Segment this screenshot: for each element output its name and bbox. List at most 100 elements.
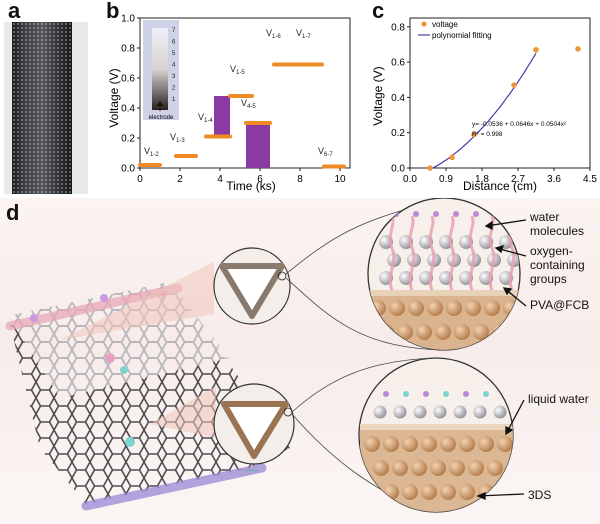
chart-b-ylabel: Voltage (V) bbox=[107, 68, 121, 127]
chart-b: 0.0 0.2 0.4 0.6 0.8 1.0 0 2 4 6 8 10 V1-2 V1-3 V1-… bbox=[107, 14, 351, 193]
fcb-particle bbox=[459, 436, 475, 452]
fcb-particle bbox=[411, 460, 427, 476]
inset-number-3: 3 bbox=[172, 74, 176, 80]
chart-b-inset: 7 6 5 4 3 2 1 electrode bbox=[143, 20, 179, 121]
fcb-particle bbox=[370, 300, 386, 316]
polymer-chain bbox=[408, 215, 416, 291]
fcb-particle bbox=[389, 300, 405, 316]
water-molecule-icon bbox=[413, 211, 419, 217]
fcb-particle bbox=[416, 324, 432, 340]
water-droplet-icon bbox=[105, 353, 115, 363]
chart-c-xtick-label: 1.8 bbox=[475, 174, 489, 185]
fcb-particle bbox=[446, 300, 462, 316]
chart-c-equation: y= -0.0536 + 0.0646x + 0.0504x² bbox=[472, 121, 567, 128]
label-oxygen-groups: oxygen-containing groups bbox=[530, 244, 585, 286]
chart-c-point bbox=[471, 131, 477, 138]
chart-c-point bbox=[511, 82, 517, 88]
panel-a-letter: a bbox=[8, 0, 21, 23]
chart-c-legend: voltage polynomial fitting bbox=[418, 20, 492, 40]
chart-c-ytick-label: 0.8 bbox=[391, 22, 405, 33]
oxygen-group-sphere bbox=[473, 405, 487, 419]
arrow-head-icon bbox=[502, 287, 513, 296]
water-molecule-icon bbox=[513, 211, 519, 217]
water-molecule-icon bbox=[503, 391, 509, 397]
label-3ds: 3DS bbox=[528, 488, 552, 502]
arrow-head-icon bbox=[505, 425, 514, 436]
fcb-particle bbox=[440, 436, 456, 452]
chart-c-ytick-label: 0.4 bbox=[391, 93, 405, 104]
fcb-particle bbox=[421, 484, 437, 500]
chart-b-xtick-label: 8 bbox=[297, 174, 303, 185]
water-droplet-icon bbox=[100, 294, 108, 302]
arrow-head-icon bbox=[494, 245, 505, 254]
lower-molecular-view bbox=[358, 357, 514, 513]
label-pva-fcb: PVA@FCB bbox=[530, 298, 590, 312]
label-v1-7: V1-7 bbox=[296, 28, 311, 40]
fcb-particle bbox=[440, 484, 456, 500]
polymer-chain bbox=[448, 215, 456, 291]
inset-number-2: 2 bbox=[172, 86, 176, 92]
upper-zoom-cone bbox=[60, 262, 214, 340]
panel-c-letter: c bbox=[372, 0, 385, 23]
upper-link-line bbox=[285, 277, 445, 351]
upper-fiber-zoom bbox=[213, 247, 291, 325]
label-v1-3: V1-3 bbox=[170, 132, 185, 144]
chart-c-xtick-label: 2.7 bbox=[511, 174, 525, 185]
label-v4-5: V4-5 bbox=[241, 98, 256, 110]
label-v1-6: V1-6 bbox=[266, 28, 281, 40]
label-water-molecules: water molecules bbox=[530, 210, 585, 238]
fcb-particle bbox=[392, 460, 408, 476]
fcb-particle bbox=[511, 324, 520, 340]
chart-b-ytick-label: 0.4 bbox=[121, 104, 135, 115]
chart-b-ytick-label: 0.8 bbox=[121, 44, 135, 55]
water-molecule-icon bbox=[463, 391, 469, 397]
water-molecule-icon bbox=[423, 391, 429, 397]
fabric-photo bbox=[4, 22, 88, 194]
fcb-particle bbox=[373, 460, 389, 476]
fcb-particle bbox=[487, 460, 503, 476]
fcb-particle bbox=[473, 324, 489, 340]
panel-b-letter: b bbox=[106, 0, 120, 23]
oxygen-group-sphere bbox=[493, 405, 507, 419]
chart-c-xtick-label: 0.0 bbox=[403, 174, 417, 185]
arrow-head-icon bbox=[484, 220, 493, 231]
arrow-head-icon bbox=[476, 492, 486, 500]
fcb-particle bbox=[484, 300, 500, 316]
fcb-particle bbox=[402, 436, 418, 452]
chart-c-point bbox=[427, 165, 433, 171]
label-v1-5: V1-5 bbox=[230, 64, 245, 76]
fcb-particle bbox=[459, 484, 475, 500]
fcb-particle bbox=[497, 436, 513, 452]
chart-c-ytick-label: 0.2 bbox=[391, 128, 405, 139]
water-molecule-icon bbox=[453, 211, 459, 217]
minus-sign: — bbox=[244, 461, 258, 477]
label-v1-4: V1-4 bbox=[198, 112, 213, 124]
chart-b-ytick-label: 1.0 bbox=[121, 14, 135, 25]
oxygen-group-sphere bbox=[393, 405, 407, 419]
fcb-particle bbox=[497, 484, 513, 500]
chart-b-xlabel: Time (ks) bbox=[226, 179, 276, 193]
chart-c-ytick-label: 0.6 bbox=[391, 58, 405, 69]
label-v1-2: V1-2 bbox=[144, 146, 159, 158]
inset-number-4: 4 bbox=[172, 63, 176, 69]
oxygen-group-sphere bbox=[373, 405, 387, 419]
chart-c-xtick-label: 0.9 bbox=[439, 174, 453, 185]
inset-number-6: 6 bbox=[172, 40, 176, 46]
chart-b-ytick-label: 0.6 bbox=[121, 74, 135, 85]
chart-c-ylabel: Voltage (V) bbox=[371, 66, 385, 125]
inset-strip-image bbox=[152, 28, 168, 110]
water-molecule-icon bbox=[433, 211, 439, 217]
chart-c-xlabel: Distance (cm) bbox=[463, 179, 537, 193]
chart-b-ytick-label: 0.2 bbox=[121, 134, 135, 145]
chart-b-xtick-label: 10 bbox=[334, 174, 346, 185]
fcb-particle bbox=[465, 300, 481, 316]
lower-link-line bbox=[291, 357, 437, 413]
oxygen-group-sphere bbox=[413, 405, 427, 419]
arrow-3ds bbox=[477, 493, 525, 497]
fcb-particle bbox=[364, 436, 380, 452]
chart-c-frame bbox=[409, 17, 591, 169]
fcb-particle bbox=[449, 460, 465, 476]
fcb-particle bbox=[430, 460, 446, 476]
bottom-electrode bbox=[81, 463, 267, 511]
fcb-particle bbox=[397, 324, 413, 340]
